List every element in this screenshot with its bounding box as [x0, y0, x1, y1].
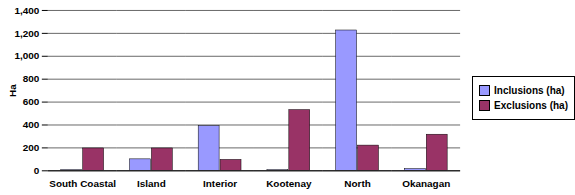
svg-text:800: 800: [23, 73, 40, 84]
svg-text:Kootenay: Kootenay: [266, 178, 312, 189]
svg-text:South Coastal: South Coastal: [49, 178, 116, 189]
svg-text:Interior: Interior: [203, 178, 237, 189]
svg-text:400: 400: [23, 119, 40, 130]
svg-text:North: North: [344, 178, 371, 189]
svg-text:200: 200: [23, 142, 40, 153]
svg-text:Island: Island: [137, 178, 166, 189]
html-text:Exclusions (ha): Exclusions (ha): [494, 99, 568, 111]
svg-text:Okanagan: Okanagan: [402, 178, 450, 189]
svg-text:1,400: 1,400: [14, 5, 39, 16]
svg-text:600: 600: [23, 96, 40, 107]
svg-text:1,200: 1,200: [14, 28, 39, 39]
svg-text:Ha: Ha: [7, 84, 18, 97]
html-text:Inclusions (ha): Inclusions (ha): [494, 84, 565, 96]
svg-text:1,000: 1,000: [14, 50, 39, 61]
svg-text:0: 0: [34, 165, 40, 176]
